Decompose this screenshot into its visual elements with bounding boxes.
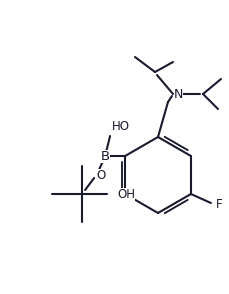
Text: O: O [96, 168, 106, 181]
Text: HO: HO [112, 120, 130, 133]
Text: OH: OH [117, 188, 135, 201]
Text: F: F [216, 198, 223, 211]
Text: B: B [101, 150, 110, 163]
Text: N: N [174, 88, 183, 101]
